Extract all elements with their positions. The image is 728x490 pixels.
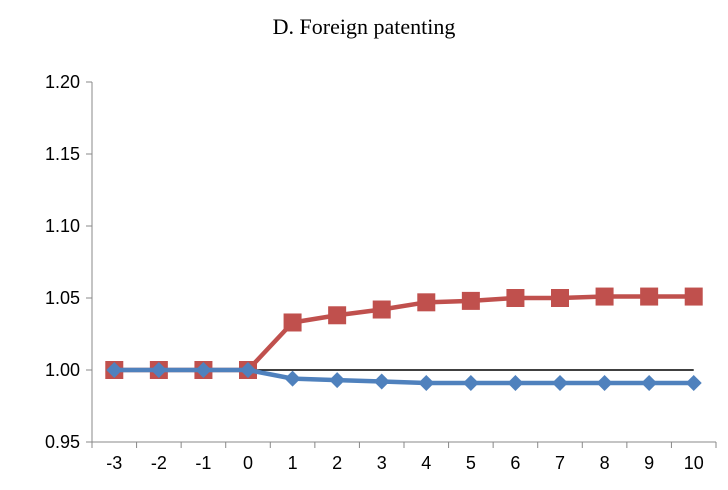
x-tick-label: 0: [243, 453, 253, 473]
x-tick-label: 10: [684, 453, 704, 473]
data-point-diamond: [685, 374, 702, 391]
data-point-diamond: [418, 374, 435, 391]
data-point-square: [506, 289, 525, 307]
x-tick-label: 6: [510, 453, 520, 473]
data-point-square: [595, 287, 614, 306]
data-point-square: [461, 291, 480, 310]
y-tick-label: 1.05: [45, 288, 80, 308]
data-point-diamond: [462, 374, 479, 391]
data-point-diamond: [641, 374, 658, 391]
data-point-diamond: [596, 374, 613, 391]
data-point-square: [417, 293, 436, 312]
data-point-diamond: [240, 362, 256, 378]
x-tick-label: 4: [421, 453, 431, 473]
data-point-square: [283, 313, 302, 332]
data-point-diamond: [552, 374, 568, 391]
series-group: [105, 287, 703, 391]
data-point-square: [684, 287, 703, 306]
y-tick-label: 1.20: [45, 72, 80, 92]
data-point-square: [372, 300, 391, 319]
series-square: [105, 287, 703, 379]
y-tick-label: 1.00: [45, 360, 80, 380]
series-line: [114, 294, 694, 373]
data-point-square: [328, 306, 347, 325]
data-point-square: [551, 289, 569, 307]
data-point-diamond: [106, 362, 123, 378]
x-tick-label: 5: [466, 453, 476, 473]
y-tick-label: 1.15: [45, 144, 80, 164]
y-tick-label: 1.10: [45, 216, 80, 236]
data-point-square: [640, 287, 659, 306]
x-tick-label: 2: [332, 453, 342, 473]
data-point-diamond: [329, 372, 346, 389]
data-point-diamond: [507, 374, 524, 391]
x-tick-label: 1: [288, 453, 298, 473]
data-point-diamond: [284, 370, 301, 387]
x-tick-label: -1: [195, 453, 211, 473]
x-tick-label: 9: [644, 453, 654, 473]
x-tick-label: 3: [377, 453, 387, 473]
data-point-diamond: [150, 362, 167, 378]
x-tick-label: 8: [600, 453, 610, 473]
x-tick-label: -3: [106, 453, 122, 473]
data-point-diamond: [373, 373, 390, 390]
series-diamond: [106, 362, 702, 391]
chart-title: D. Foreign patenting: [272, 14, 456, 39]
axes: 0.95 1.00 1.05 1.10 1.15 1.20 -3 -2 -1 0 1 2 3 4 5 6 7 8 9…: [45, 72, 717, 473]
data-point-diamond: [195, 362, 212, 378]
x-tick-label: 7: [555, 453, 565, 473]
y-tick-label: 0.95: [45, 432, 80, 452]
x-tick-label: -2: [151, 453, 167, 473]
